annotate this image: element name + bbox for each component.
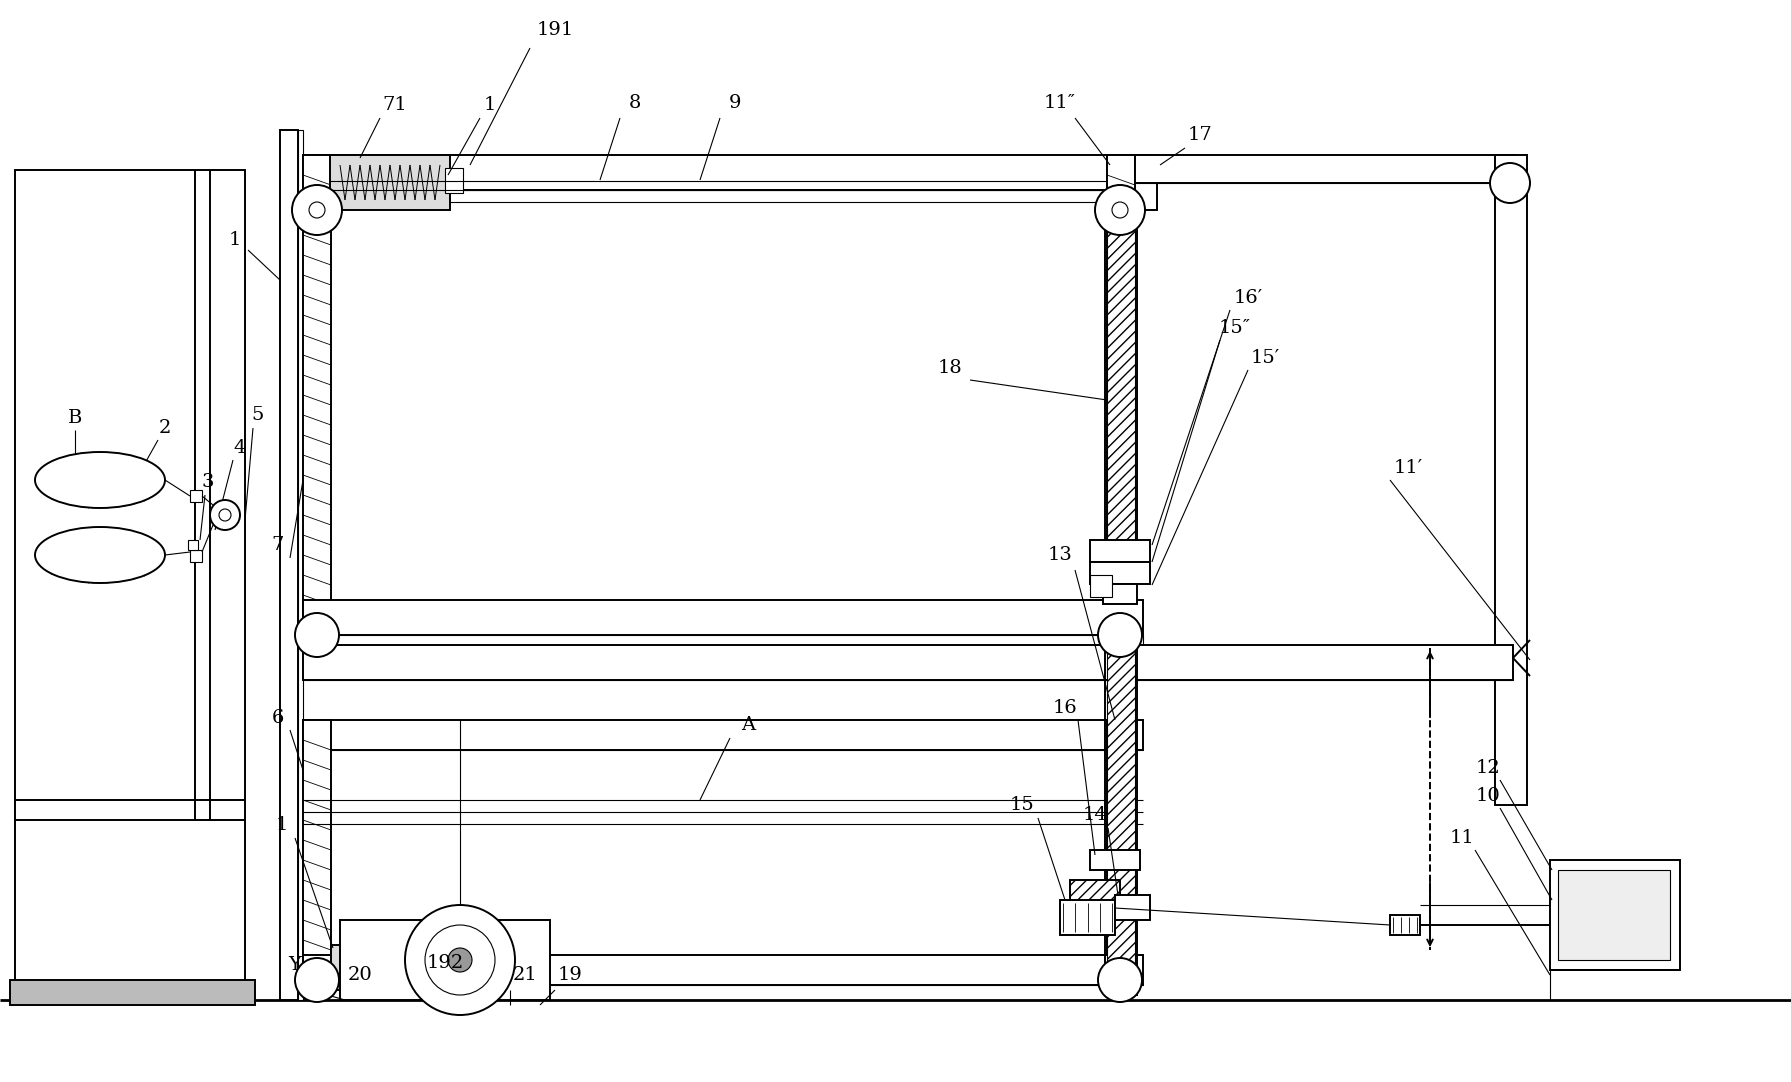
Text: 10: 10 <box>1476 787 1501 805</box>
Bar <box>448 955 466 980</box>
Bar <box>1558 870 1669 960</box>
Circle shape <box>210 500 240 530</box>
Bar <box>1091 540 1150 562</box>
Bar <box>303 645 1513 679</box>
Bar <box>1116 895 1150 920</box>
Bar <box>303 190 1143 202</box>
Text: 191: 191 <box>536 21 573 39</box>
Text: 17: 17 <box>1187 126 1213 144</box>
Bar <box>331 945 451 990</box>
Circle shape <box>1098 613 1143 657</box>
Bar <box>11 980 254 1005</box>
Bar <box>340 920 550 1000</box>
Text: 11: 11 <box>1449 829 1474 847</box>
Bar <box>14 170 245 1000</box>
Circle shape <box>448 948 473 972</box>
Bar <box>1105 639 1137 995</box>
Bar <box>1091 562 1150 584</box>
Bar <box>1107 155 1135 635</box>
Bar <box>303 601 1143 635</box>
Circle shape <box>296 613 338 657</box>
Text: 11″: 11″ <box>1044 94 1076 113</box>
Text: 13: 13 <box>1048 546 1073 564</box>
Circle shape <box>405 905 516 1015</box>
Text: 19: 19 <box>557 966 582 984</box>
Text: 192: 192 <box>426 954 464 972</box>
Text: 8: 8 <box>629 94 641 113</box>
Bar <box>303 720 331 985</box>
Bar <box>188 540 199 550</box>
Text: 15″: 15″ <box>1220 319 1250 337</box>
Bar <box>1107 720 1135 985</box>
Bar <box>1107 155 1157 210</box>
Text: 11′: 11′ <box>1393 459 1422 477</box>
Text: 12: 12 <box>1476 758 1501 777</box>
Bar <box>330 155 450 210</box>
Bar <box>1105 200 1137 550</box>
Text: 15′: 15′ <box>1250 349 1279 367</box>
Bar <box>1103 584 1137 604</box>
Ellipse shape <box>36 527 165 583</box>
Bar <box>1390 915 1420 935</box>
Ellipse shape <box>36 452 165 509</box>
Text: 18: 18 <box>938 359 962 377</box>
Circle shape <box>1094 185 1144 235</box>
Bar <box>303 955 1143 985</box>
Text: 5: 5 <box>253 406 265 424</box>
Bar <box>1549 860 1680 969</box>
Circle shape <box>424 925 494 995</box>
Bar <box>279 130 297 1000</box>
Bar <box>1495 155 1528 805</box>
Text: 14: 14 <box>1082 806 1107 824</box>
Circle shape <box>292 185 342 235</box>
Text: 7: 7 <box>272 536 285 554</box>
Bar <box>303 155 331 635</box>
Text: 15: 15 <box>1010 796 1035 814</box>
Bar <box>444 168 464 193</box>
Bar <box>303 155 1143 190</box>
Bar <box>190 490 202 502</box>
Circle shape <box>1490 163 1530 203</box>
Text: 1: 1 <box>276 816 288 834</box>
Text: 9: 9 <box>729 94 741 113</box>
Bar <box>1069 880 1119 905</box>
Bar <box>297 130 303 1000</box>
Bar <box>1107 645 1135 995</box>
Text: 2: 2 <box>159 419 172 437</box>
Text: B: B <box>68 409 82 427</box>
Text: 4: 4 <box>235 439 245 457</box>
Text: A: A <box>741 716 756 734</box>
Bar <box>1135 155 1515 183</box>
Text: 1: 1 <box>484 96 496 114</box>
Text: 20: 20 <box>347 966 373 984</box>
Text: 21: 21 <box>512 966 537 984</box>
Bar <box>1107 210 1135 550</box>
Circle shape <box>310 202 324 217</box>
Circle shape <box>219 509 231 522</box>
Circle shape <box>296 958 338 1002</box>
Bar <box>1060 900 1116 935</box>
Bar <box>1091 850 1141 870</box>
Circle shape <box>1112 202 1128 217</box>
Text: 71: 71 <box>383 96 407 114</box>
Circle shape <box>1098 958 1143 1002</box>
Text: 1: 1 <box>229 230 242 249</box>
Bar <box>1091 575 1112 597</box>
Text: Y: Y <box>288 956 301 974</box>
Text: 6: 6 <box>272 709 285 727</box>
Text: 16: 16 <box>1053 699 1078 717</box>
Bar <box>190 550 202 562</box>
Text: 16′: 16′ <box>1234 289 1263 307</box>
Bar <box>303 635 1143 645</box>
Text: 3: 3 <box>202 473 215 491</box>
Bar <box>303 720 1143 750</box>
